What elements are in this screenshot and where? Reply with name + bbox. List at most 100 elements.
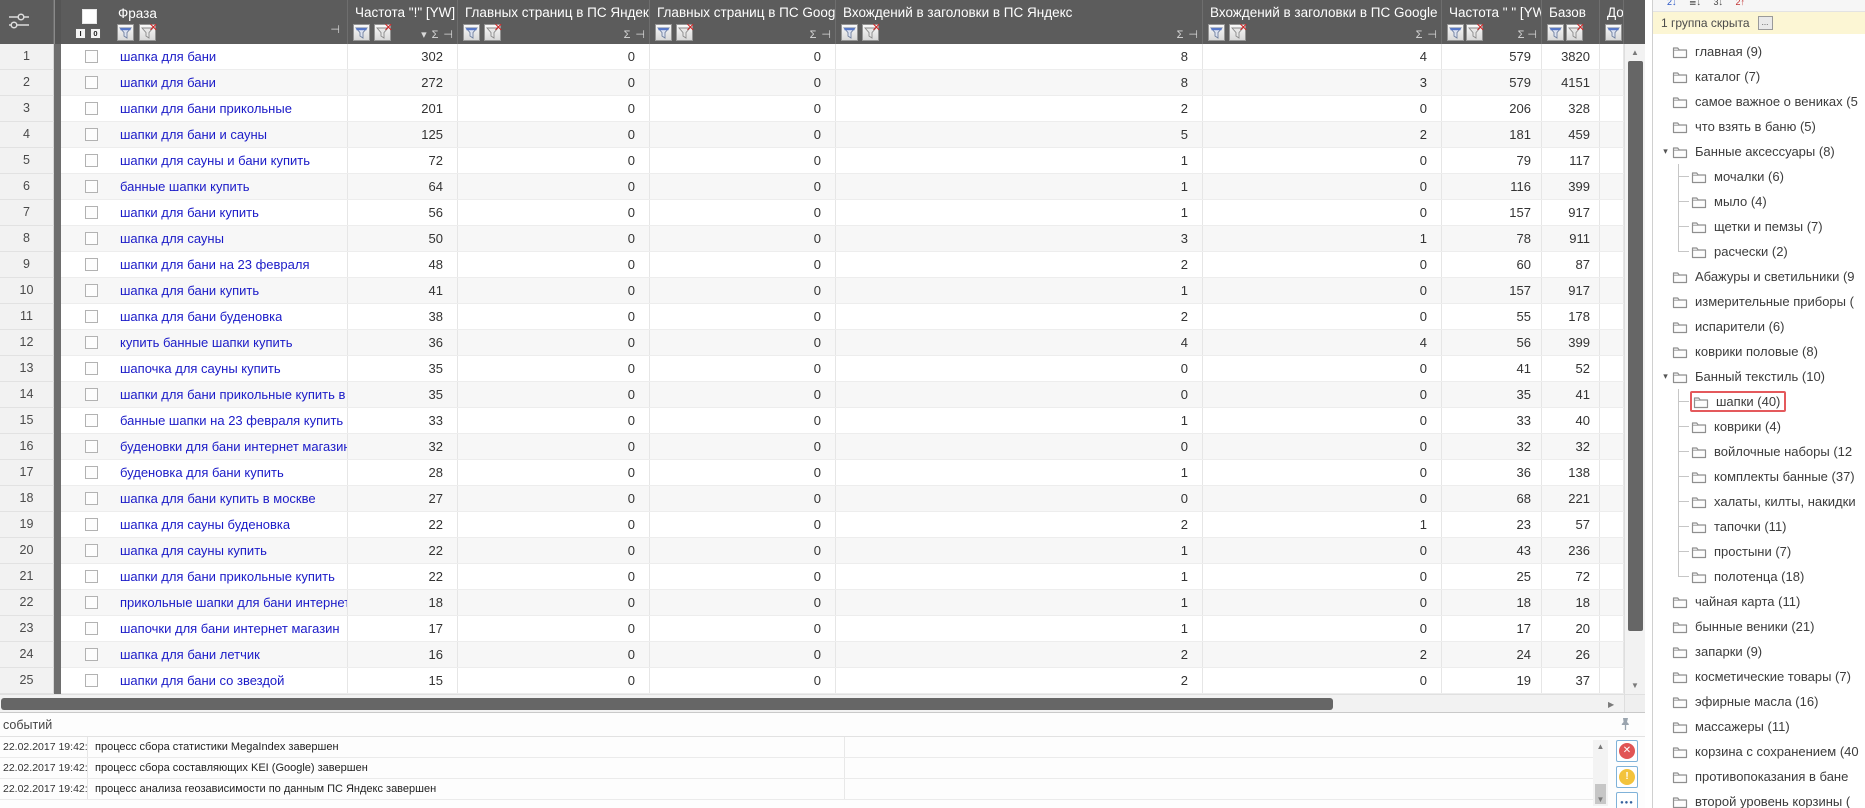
frozen-pane-splitter[interactable] [54,0,61,44]
phrase-text[interactable]: банные шапки купить [120,179,250,194]
phrase-checkbox[interactable] [85,310,98,323]
phrase-text[interactable]: шапки для сауны и бани купить [120,153,310,168]
tree-group[interactable]: Абажуры и светильники (9 [1653,264,1865,289]
phrase-text[interactable]: шапки для бани на 23 февраля [120,257,310,272]
tree-group[interactable]: второй уровень корзины ( [1653,789,1865,808]
scroll-down-icon[interactable]: ▼ [1596,795,1605,804]
sum-icon[interactable]: Σ [1176,29,1184,41]
scroll-up-icon[interactable]: ▲ [1631,48,1639,57]
phrase-checkbox[interactable] [85,258,98,271]
tree-subgroup[interactable]: полотенца (18) [1653,564,1865,589]
phrase-checkbox[interactable] [85,440,98,453]
scroll-down-icon[interactable]: ▼ [1631,681,1639,690]
tree-group[interactable]: ▾ Банные аксессуары (8) [1653,139,1865,164]
column-header-base-freq[interactable]: Базов ✕ [1542,0,1600,44]
column-header-docs[interactable]: Док [1600,0,1624,44]
tree-group[interactable]: массажеры (11) [1653,714,1865,739]
pin-column-icon[interactable]: ⊣ [1427,29,1437,41]
horizontal-scroll-thumb[interactable] [1,698,1333,710]
tree-group[interactable]: ▾ Банный текстиль (10) [1653,364,1865,389]
table-row[interactable]: 7 шапки для бани купить 56 0 0 1 0 157 9… [0,200,1624,226]
tree-group[interactable]: косметические товары (7) [1653,664,1865,689]
clear-filter-icon[interactable]: ✕ [676,22,695,41]
clear-filter-icon[interactable]: ✕ [1566,22,1585,41]
table-row[interactable]: 16 буденовки для бани интернет магазин м… [0,434,1624,460]
tree-group[interactable]: запарки (9) [1653,639,1865,664]
filter-icon[interactable] [1447,24,1464,41]
vertical-scroll-thumb[interactable] [1628,61,1643,631]
clear-filter-icon[interactable]: ✕ [484,22,503,41]
phrase-text[interactable]: шапка для бани [120,49,217,64]
table-row[interactable]: 14 шапки для бани прикольные купить в мо… [0,382,1624,408]
filter-icon[interactable] [117,24,134,41]
phrase-text[interactable]: шапка для сауны буденовка [120,517,291,532]
tree-group[interactable]: противопоказания в бане [1653,764,1865,789]
tree-group[interactable]: корзина с сохранением (40 [1653,739,1865,764]
phrase-text[interactable]: шапка для сауны купить [120,543,267,558]
errors-filter-button[interactable]: ✕ [1616,740,1638,762]
tree-group[interactable]: самое важное о вениках (5 [1653,89,1865,114]
phrase-checkbox[interactable] [85,362,98,375]
log-row[interactable]: 22.02.2017 19:42:48 процесс сбора состав… [0,758,1594,779]
tree-subgroup[interactable]: мочалки (6) [1653,164,1865,189]
sum-icon[interactable]: Σ [623,29,631,41]
tree-group[interactable]: каталог (7) [1653,64,1865,89]
phrase-checkbox[interactable] [85,154,98,167]
select-all-checkbox[interactable] [82,9,97,24]
phrase-checkbox[interactable] [85,674,98,687]
tree-subgroup[interactable]: расчески (2) [1653,239,1865,264]
phrase-checkbox[interactable] [85,206,98,219]
tree-subgroup[interactable]: халаты, килты, накидки [1653,489,1865,514]
tree-subgroup[interactable]: коврики (4) [1653,414,1865,439]
table-row[interactable]: 21 шапки для бани прикольные купить 22 0… [0,564,1624,590]
log-scrollbar[interactable]: ▲ ▼ [1593,740,1608,806]
phrase-checkbox[interactable] [85,50,98,63]
phrase-text[interactable]: купить банные шапки купить [120,335,293,350]
tree-subgroup[interactable]: тапочки (11) [1653,514,1865,539]
table-row[interactable]: 3 шапки для бани прикольные 201 0 0 2 0 … [0,96,1624,122]
log-scroll-thumb[interactable] [1595,784,1606,804]
mark-off-button[interactable]: 0 [90,28,101,39]
table-row[interactable]: 6 банные шапки купить 64 0 0 1 0 116 399 [0,174,1624,200]
log-row[interactable]: 22.02.2017 19:42:32 процесс сбора статис… [0,737,1594,758]
phrase-checkbox[interactable] [85,648,98,661]
warnings-filter-button[interactable]: ! [1616,766,1638,788]
phrase-checkbox[interactable] [85,414,98,427]
table-row[interactable]: 5 шапки для сауны и бани купить 72 0 0 1… [0,148,1624,174]
table-row[interactable]: 20 шапка для сауны купить 22 0 0 1 0 43 … [0,538,1624,564]
toolbar-icon[interactable]: 3↓ [1713,0,1723,7]
filter-icon[interactable] [1547,24,1564,41]
phrase-checkbox[interactable] [85,570,98,583]
tree-subgroup[interactable]: щетки и пемзы (7) [1653,214,1865,239]
phrase-text[interactable]: шапки для бани прикольные купить [120,569,335,584]
toolbar-icon[interactable]: 2↓ [1667,0,1677,7]
table-row[interactable]: 17 буденовка для бани купить 28 0 0 1 0 … [0,460,1624,486]
phrase-text[interactable]: шапка для бани купить [120,283,260,298]
table-row[interactable]: 15 банные шапки на 23 февраля купить 33 … [0,408,1624,434]
phrase-text[interactable]: банные шапки на 23 февраля купить [120,413,344,428]
tree-group[interactable]: чайная карта (11) [1653,589,1865,614]
table-row[interactable]: 2 шапки для бани 272 0 0 8 3 579 4151 [0,70,1624,96]
phrase-checkbox[interactable] [85,596,98,609]
phrase-checkbox[interactable] [85,388,98,401]
pin-column-icon[interactable]: ⊣ [635,29,645,41]
tree-group[interactable]: эфирные масла (16) [1653,689,1865,714]
phrase-checkbox[interactable] [85,232,98,245]
phrase-text[interactable]: шапки для бани купить [120,205,259,220]
tree-subgroup[interactable]: шапки (40) [1653,389,1865,414]
table-row[interactable]: 13 шапочка для сауны купить 35 0 0 0 0 4… [0,356,1624,382]
phrase-text[interactable]: шапки для бани и сауны [120,127,267,142]
phrase-text[interactable]: шапка для бани купить в москве [120,491,316,506]
column-header-title-entries-yandex[interactable]: Вхождений в заголовки в ПС Яндекс ✕ Σ ⊣ [836,0,1203,44]
filter-icon[interactable] [841,24,858,41]
column-header-main-pages-yandex[interactable]: Главных страниц в ПС Яндекс ✕ Σ ⊣ [458,0,650,44]
column-header-freq-exact[interactable]: Частота "!" [YW] ✕ ▾ Σ ⊣ [348,0,458,44]
clear-filter-icon[interactable]: ✕ [1229,22,1248,41]
pin-column-icon[interactable]: ⊣ [443,29,453,41]
tree-group[interactable]: испарители (6) [1653,314,1865,339]
messages-filter-button[interactable]: ●●● [1616,792,1638,808]
phrase-checkbox[interactable] [85,102,98,115]
phrase-checkbox[interactable] [85,544,98,557]
filter-icon[interactable] [655,24,672,41]
scroll-up-icon[interactable]: ▲ [1596,742,1605,751]
